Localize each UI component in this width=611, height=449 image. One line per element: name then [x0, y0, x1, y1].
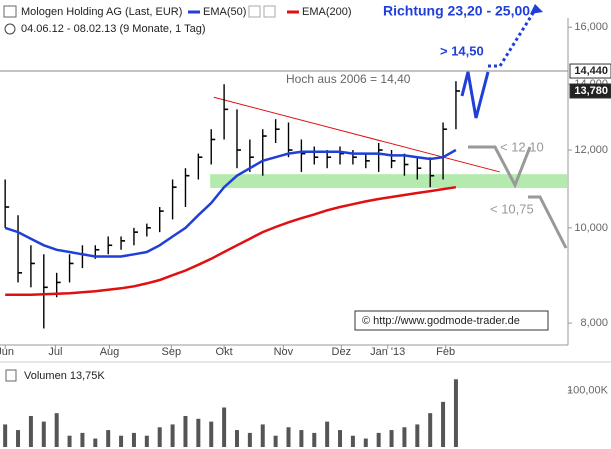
- copyright: © http://www.godmode-trader.de: [362, 315, 520, 327]
- volume-bar: [54, 413, 59, 447]
- price-tag: [569, 83, 611, 99]
- x-tick-label: Jul: [48, 346, 62, 358]
- ema-line: [5, 185, 457, 296]
- volume-bar: [119, 435, 124, 447]
- volume-bar: [196, 418, 201, 447]
- volume-bar: [273, 435, 278, 447]
- volume-bar: [106, 430, 111, 447]
- x-tick-label: Feb: [436, 346, 455, 358]
- volume-bar: [350, 435, 355, 447]
- y-tick-label: 12,000: [574, 144, 608, 156]
- annotation: < 10,75: [490, 201, 534, 216]
- price-tag-label: 13,780: [574, 85, 608, 97]
- legend-label: EMA(50): [203, 6, 246, 18]
- volume-bar: [16, 430, 21, 447]
- chart-subtitle: 04.06.12 - 08.02.13 (9 Monate, 1 Tag): [21, 23, 205, 35]
- y-tick-label: 16,000: [574, 21, 608, 33]
- x-tick-label: Jun: [0, 346, 14, 358]
- legend-button[interactable]: [248, 5, 261, 18]
- volume-bar: [428, 413, 433, 447]
- volume-bar: [209, 421, 214, 447]
- chart-title: Mologen Holding AG (Last, EUR): [21, 6, 182, 18]
- y-tick-label: 100,00K: [567, 384, 609, 396]
- volume-bar: [376, 432, 381, 447]
- ema-line: [4, 148, 457, 258]
- volume-bar: [363, 438, 368, 447]
- trendline: [213, 96, 500, 173]
- x-tick-label: Aug: [100, 346, 120, 358]
- volume-bar: [260, 424, 265, 447]
- x-tick-label: Okt: [216, 346, 233, 358]
- x-tick-label: Sep: [162, 346, 182, 358]
- volume-bar: [157, 427, 162, 447]
- volume-bar: [222, 407, 227, 447]
- volume-bar: [170, 424, 175, 447]
- volume-bar: [144, 435, 149, 447]
- volume-bar: [453, 379, 458, 447]
- scenario-arrow: [488, 9, 537, 68]
- copyright-box: [354, 310, 549, 331]
- volume-bar: [131, 432, 136, 447]
- volume-bar: [3, 424, 8, 447]
- annotation: < 12,10: [500, 139, 544, 154]
- arrow-head: [530, 4, 543, 14]
- legend-button[interactable]: [263, 5, 276, 18]
- volume-bar: [338, 430, 343, 447]
- annotation: Hoch aus 2006 = 14,40: [286, 72, 411, 86]
- volume-bar: [28, 415, 33, 447]
- volume-bar: [93, 438, 98, 447]
- volume-bar: [67, 435, 72, 447]
- volume-bar: [441, 401, 446, 447]
- chart-icon: [3, 5, 17, 18]
- annotation: > 14,50: [440, 43, 484, 58]
- volume-bar: [299, 430, 304, 447]
- volume-bar: [247, 432, 252, 447]
- volume-bar: [80, 432, 85, 447]
- price-tag: [569, 63, 611, 79]
- volume-bar: [234, 430, 239, 447]
- price-tag-label: 14,440: [574, 65, 608, 77]
- clock-icon: [4, 23, 16, 35]
- target-text: Richtung 23,20 - 25,00: [383, 3, 530, 19]
- volume-bar: [389, 430, 394, 447]
- scenario-arrow: [460, 71, 490, 119]
- volume-bar: [183, 415, 188, 447]
- x-tick-label: Nov: [274, 346, 294, 358]
- x-tick-label: Dez: [332, 346, 352, 358]
- volume-bar: [325, 421, 330, 447]
- volume-bar: [41, 421, 46, 447]
- x-tick-label: Jan '13: [370, 346, 405, 358]
- volume-icon: [5, 369, 17, 382]
- volume-bar: [312, 432, 317, 447]
- y-tick-label: 8,000: [580, 317, 608, 329]
- y-tick-label: 10,000: [574, 222, 608, 234]
- volume-bar: [415, 424, 420, 447]
- volume-title: Volumen 13,75K: [24, 370, 105, 382]
- scenario-arrow: [468, 145, 532, 189]
- volume-bar: [286, 427, 291, 447]
- legend-label: EMA(200): [302, 6, 352, 18]
- volume-bar: [402, 427, 407, 447]
- support-zone: [210, 174, 569, 188]
- scenario-arrow: [528, 195, 568, 249]
